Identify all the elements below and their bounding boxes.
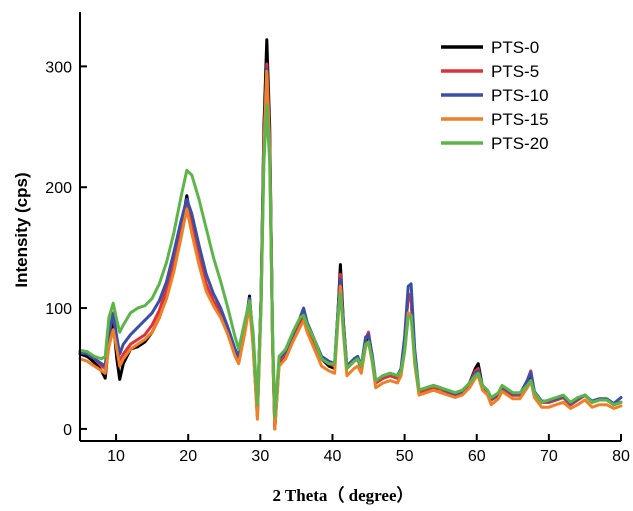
legend: PTS-0 PTS-5 PTS-10 PTS-15 PTS-20 [441,38,549,153]
series-layer [78,38,623,431]
x-tick-label: 50 [396,448,414,465]
y-axis-title: Intensity (cps) [12,172,31,287]
legend-item-pts-20: PTS-20 [441,134,549,153]
x-tick-label: 40 [324,448,342,465]
y-tick-label: 100 [45,301,72,318]
x-axis-title: 2 Theta（ degree） [272,485,413,505]
x-tick-label: 30 [251,448,269,465]
legend-item-pts-10: PTS-10 [441,86,549,105]
legend-label: PTS-20 [491,134,549,153]
y-tick-label: 200 [45,180,72,197]
legend-label: PTS-5 [491,62,539,81]
ticks-layer: 10 20 30 40 50 60 70 80 0 100 200 300 [45,59,630,465]
legend-item-pts-5: PTS-5 [441,62,539,81]
axes-layer [79,12,621,442]
legend-label: PTS-0 [491,38,539,57]
series-line-pts-20 [78,103,623,419]
x-tick-label: 20 [179,448,197,465]
y-tick-label: 0 [63,422,72,439]
legend-label: PTS-10 [491,86,549,105]
legend-item-pts-0: PTS-0 [441,38,539,57]
x-tick-label: 70 [540,448,558,465]
x-tick-label: 80 [612,448,630,465]
legend-label: PTS-15 [491,110,549,129]
legend-item-pts-15: PTS-15 [441,110,549,129]
x-tick-label: 60 [468,448,486,465]
x-tick-label: 10 [107,448,125,465]
y-tick-label: 300 [45,59,72,76]
